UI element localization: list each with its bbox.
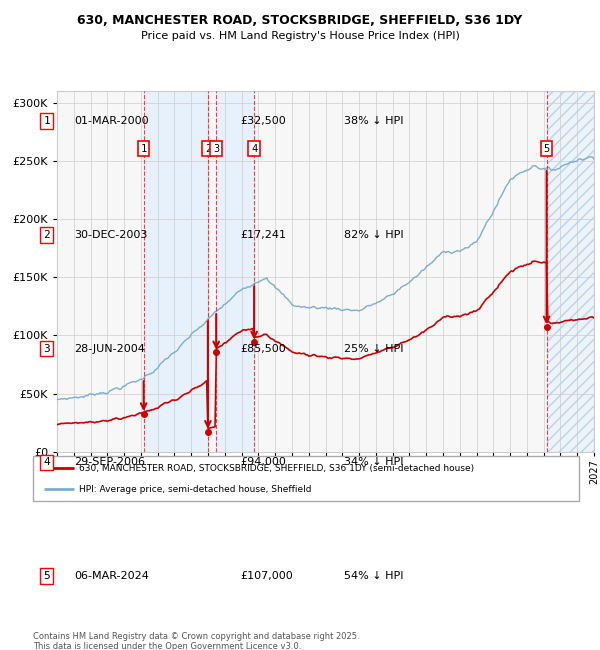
Text: 1: 1 bbox=[140, 144, 147, 153]
Bar bbox=[547, 91, 594, 452]
Text: Contains HM Land Registry data © Crown copyright and database right 2025.
This d: Contains HM Land Registry data © Crown c… bbox=[33, 632, 359, 650]
Bar bbox=[143, 91, 208, 452]
Bar bbox=[547, 91, 594, 452]
Text: HPI: Average price, semi-detached house, Sheffield: HPI: Average price, semi-detached house,… bbox=[79, 485, 312, 494]
Text: 5: 5 bbox=[43, 571, 50, 581]
Text: 54% ↓ HPI: 54% ↓ HPI bbox=[344, 571, 404, 581]
Text: 4: 4 bbox=[43, 458, 50, 467]
Text: 2: 2 bbox=[205, 144, 211, 153]
Text: 1: 1 bbox=[43, 116, 50, 126]
Text: 82% ↓ HPI: 82% ↓ HPI bbox=[344, 230, 404, 240]
Text: £107,000: £107,000 bbox=[241, 571, 293, 581]
Text: 30-DEC-2003: 30-DEC-2003 bbox=[74, 230, 148, 240]
Text: 29-SEP-2006: 29-SEP-2006 bbox=[74, 458, 145, 467]
Text: £85,500: £85,500 bbox=[241, 344, 286, 354]
Bar bbox=[216, 91, 254, 452]
Text: £94,000: £94,000 bbox=[241, 458, 286, 467]
Text: 3: 3 bbox=[213, 144, 220, 153]
Text: 25% ↓ HPI: 25% ↓ HPI bbox=[344, 344, 404, 354]
Text: Price paid vs. HM Land Registry's House Price Index (HPI): Price paid vs. HM Land Registry's House … bbox=[140, 31, 460, 41]
Text: 3: 3 bbox=[43, 344, 50, 354]
Text: 28-JUN-2004: 28-JUN-2004 bbox=[74, 344, 145, 354]
Text: £32,500: £32,500 bbox=[241, 116, 286, 126]
FancyBboxPatch shape bbox=[33, 456, 579, 500]
Text: 5: 5 bbox=[544, 144, 550, 153]
Text: 2: 2 bbox=[43, 230, 50, 240]
Text: 01-MAR-2000: 01-MAR-2000 bbox=[74, 116, 149, 126]
Text: 38% ↓ HPI: 38% ↓ HPI bbox=[344, 116, 404, 126]
Text: 630, MANCHESTER ROAD, STOCKSBRIDGE, SHEFFIELD, S36 1DY (semi-detached house): 630, MANCHESTER ROAD, STOCKSBRIDGE, SHEF… bbox=[79, 463, 475, 473]
Text: 4: 4 bbox=[251, 144, 257, 153]
Text: 630, MANCHESTER ROAD, STOCKSBRIDGE, SHEFFIELD, S36 1DY: 630, MANCHESTER ROAD, STOCKSBRIDGE, SHEF… bbox=[77, 14, 523, 27]
Text: 34% ↓ HPI: 34% ↓ HPI bbox=[344, 458, 404, 467]
Text: £17,241: £17,241 bbox=[241, 230, 286, 240]
Text: 06-MAR-2024: 06-MAR-2024 bbox=[74, 571, 149, 581]
